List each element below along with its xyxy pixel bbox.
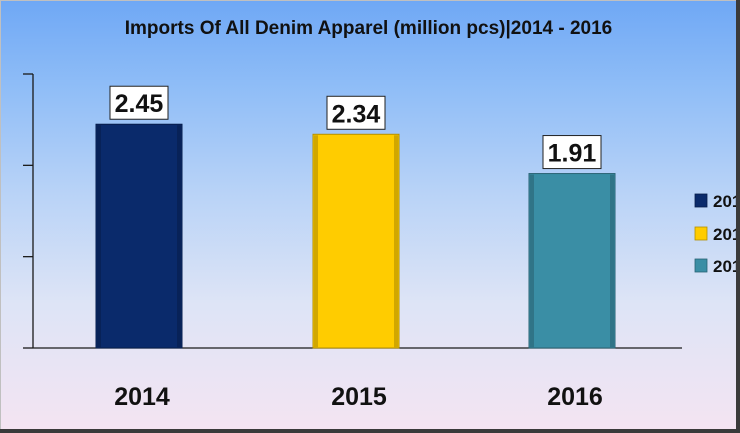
legend-label: 2014 [713, 192, 739, 211]
legend-swatch [694, 258, 708, 273]
bar-edge-right [177, 125, 181, 348]
data-label-box [109, 85, 169, 120]
chart-title: Imports Of All Denim Apparel (million pc… [124, 18, 613, 39]
bar-edge-right [610, 174, 614, 348]
data-label: 1.91 [548, 140, 597, 168]
data-label: 2.34 [332, 100, 381, 128]
bar-2014 [95, 123, 183, 349]
frame-shadow-bottom [0, 429, 740, 433]
data-label-box [326, 95, 386, 130]
legend-label: 2016 [713, 257, 739, 276]
data-label: 2.45 [115, 90, 164, 118]
legend-swatch [694, 193, 708, 208]
x-tick-label: 2015 [331, 383, 387, 411]
bar-edge-right [394, 135, 398, 348]
legend-label: 2015 [713, 225, 739, 244]
bar-2015 [312, 133, 400, 349]
bar-2016 [528, 173, 616, 349]
frame-shadow-right [736, 0, 740, 433]
legend-swatch [694, 226, 708, 241]
x-tick-label: 2014 [114, 383, 170, 411]
bar-edge-left [314, 135, 318, 348]
x-tick-label: 2016 [547, 383, 603, 411]
data-label-box [542, 135, 602, 170]
bar-edge-left [530, 174, 534, 348]
bar-edge-left [97, 125, 101, 348]
